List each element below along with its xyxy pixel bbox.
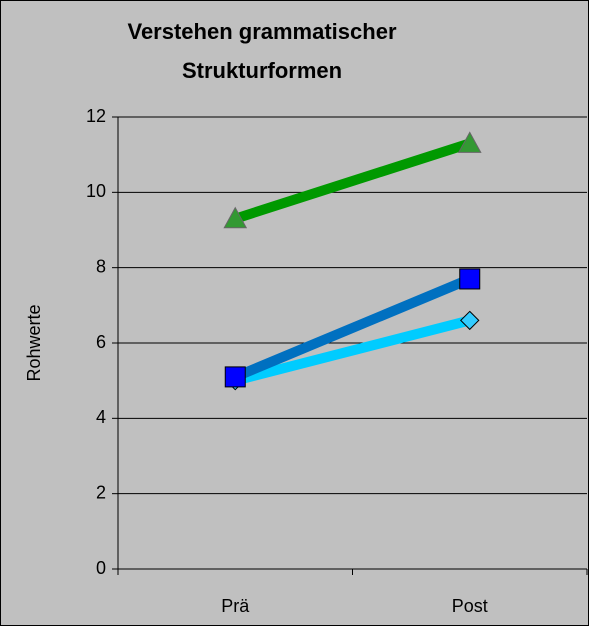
series-line xyxy=(233,138,472,224)
x-tick-label: Prä xyxy=(221,596,250,616)
y-tick-label: 8 xyxy=(96,256,106,276)
chart-title: Strukturformen xyxy=(182,58,342,83)
series-line xyxy=(233,274,472,382)
y-axis-label: Rohwerte xyxy=(24,304,44,381)
y-tick-label: 4 xyxy=(96,407,106,427)
series-line xyxy=(234,315,471,386)
chart-title: Verstehen grammatischer xyxy=(127,19,396,44)
y-tick-label: 6 xyxy=(96,332,106,352)
marker xyxy=(224,366,246,388)
y-tick-label: 0 xyxy=(96,558,106,578)
y-tick-label: 10 xyxy=(86,181,106,201)
marker xyxy=(457,131,482,153)
x-tick-label: Post xyxy=(452,596,488,616)
y-tick-label: 12 xyxy=(86,106,106,126)
marker xyxy=(460,310,480,331)
marker xyxy=(459,268,481,290)
y-tick-label: 2 xyxy=(96,482,106,502)
marker xyxy=(223,206,248,229)
